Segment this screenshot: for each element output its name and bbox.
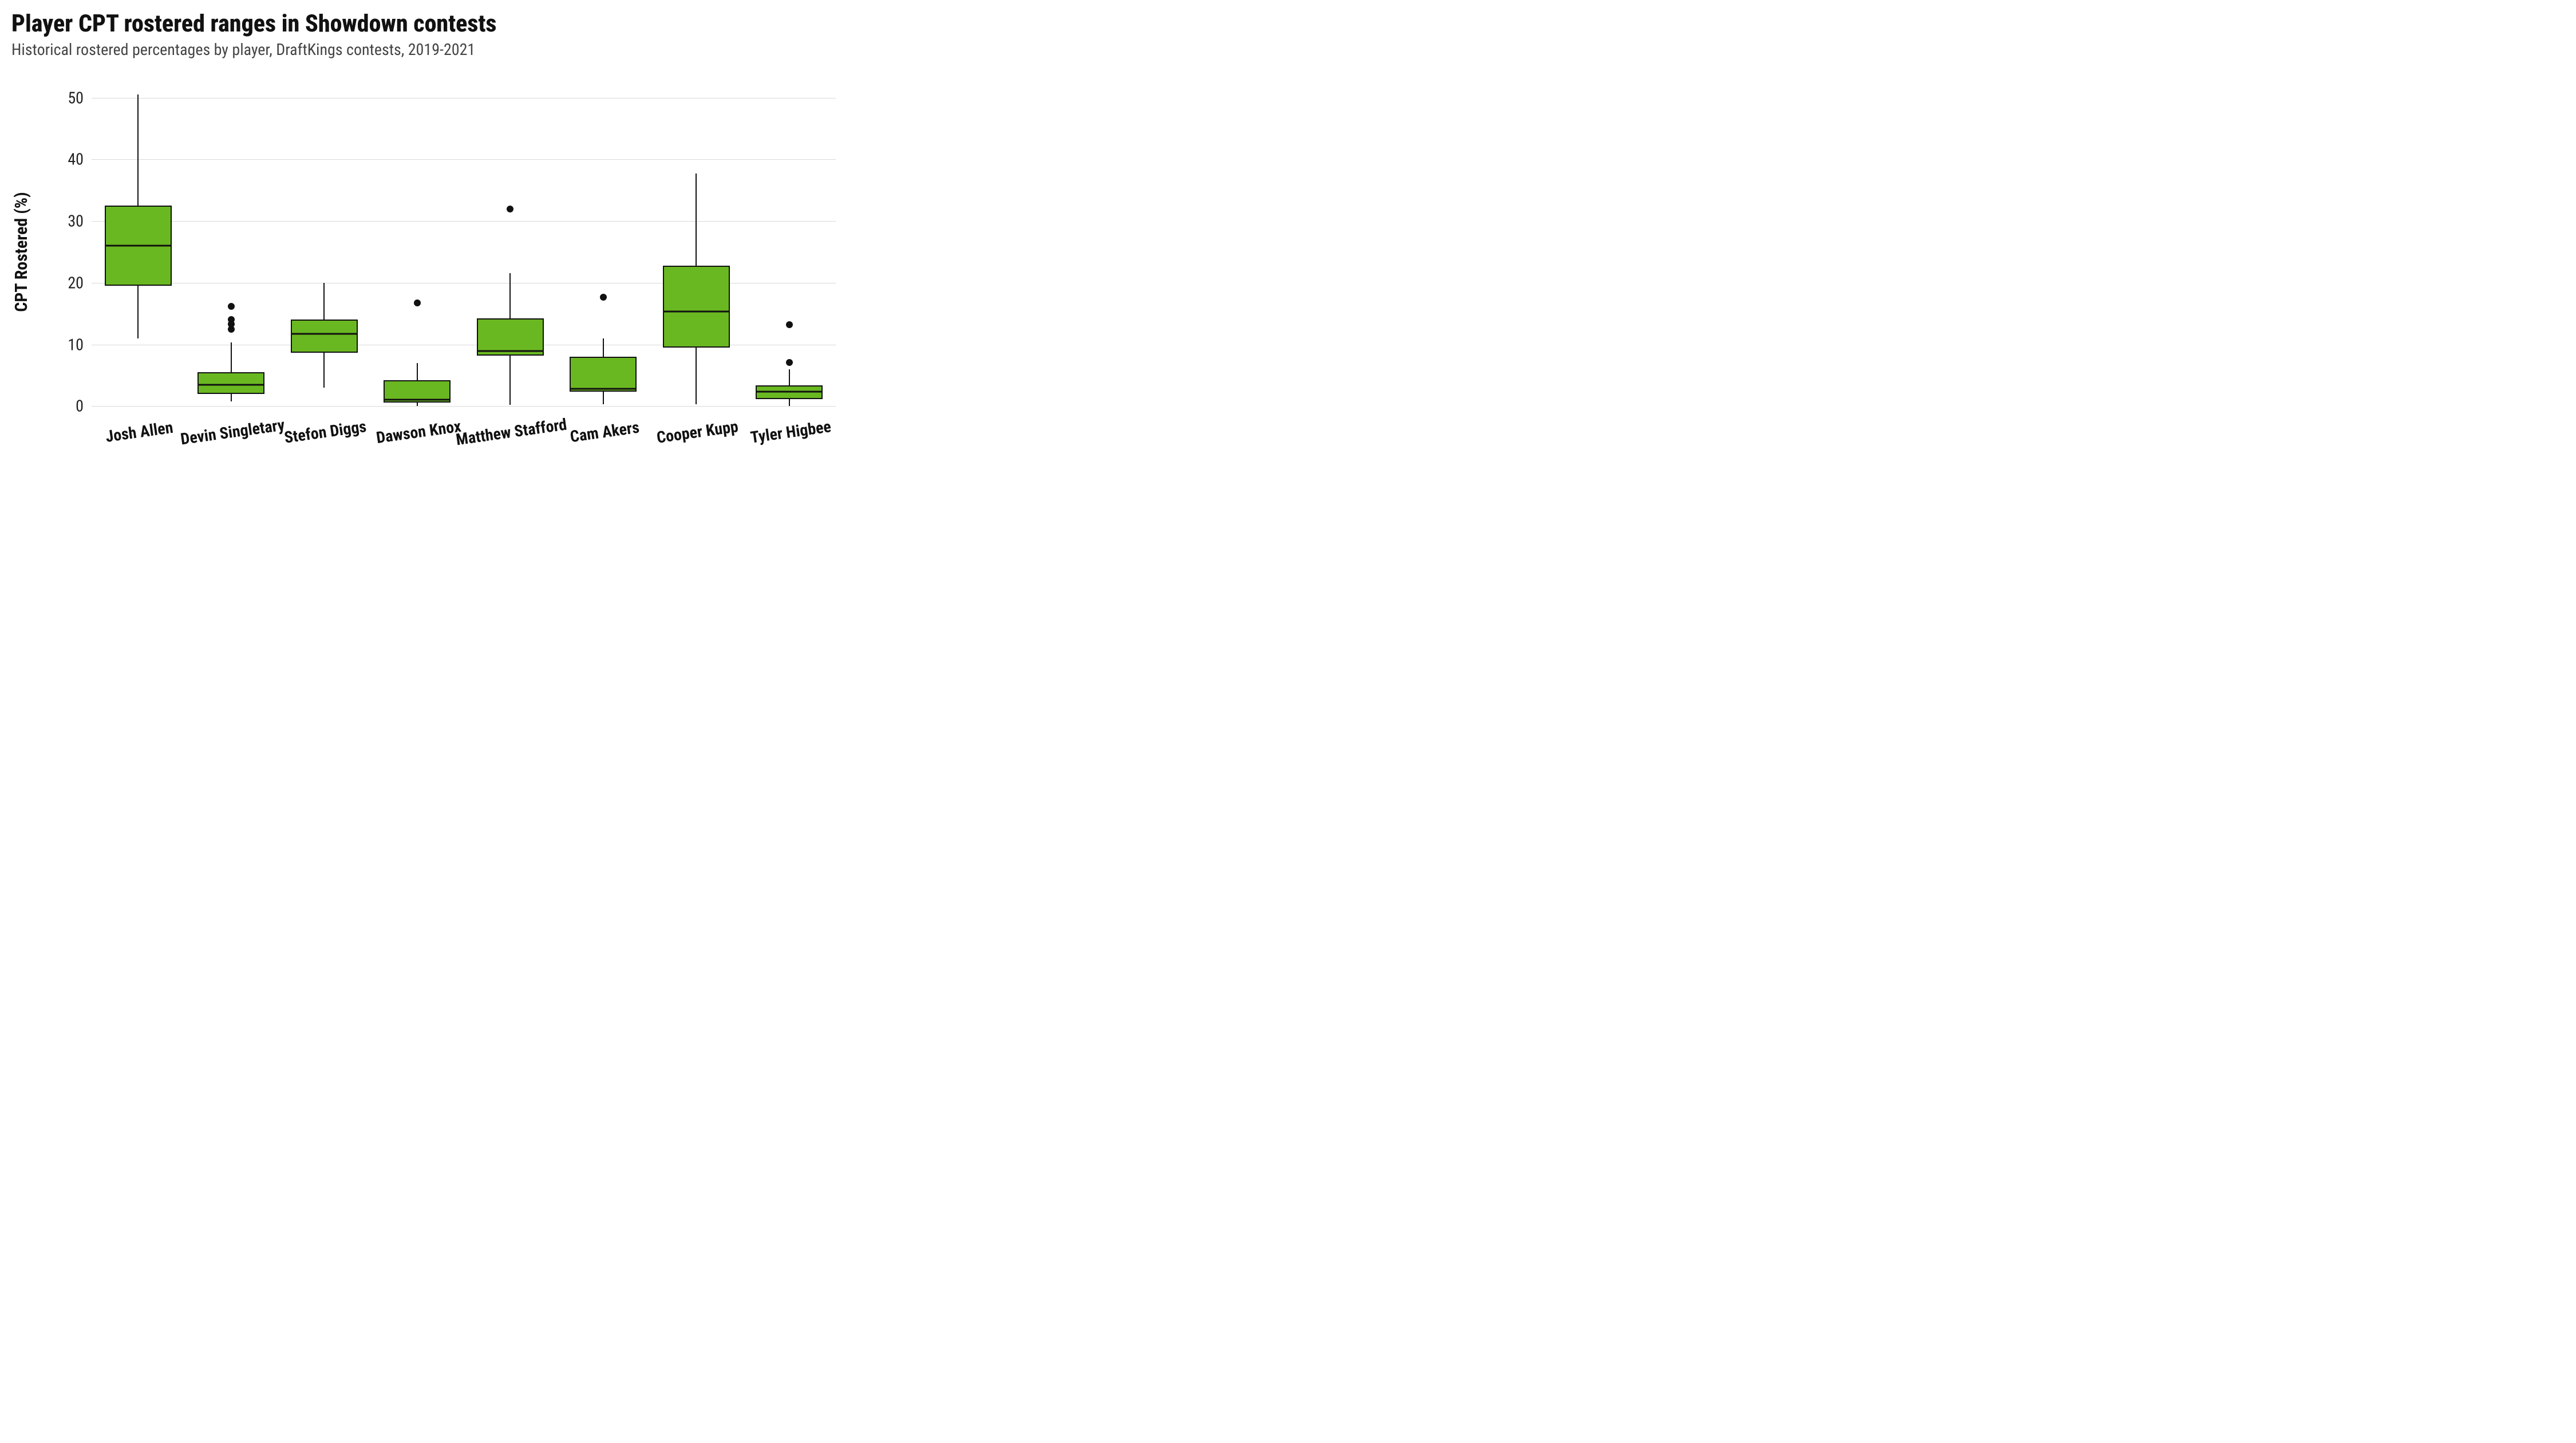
y-tick-label: 20 xyxy=(68,273,92,292)
chart-title: Player CPT rostered ranges in Showdown c… xyxy=(11,11,847,37)
plot-area: CPT Rostered (%) 01020304050Josh AllenDe… xyxy=(92,92,836,412)
outlier-point xyxy=(414,299,421,306)
chart-subtitle: Historical rostered percentages by playe… xyxy=(11,40,847,59)
boxplot-group: Cam Akers xyxy=(570,92,637,412)
median-line xyxy=(197,384,264,385)
x-tick-label: Josh Allen xyxy=(105,418,175,446)
outlier-point xyxy=(228,316,235,323)
median-line xyxy=(663,311,730,313)
x-tick-label: Devin Singletary xyxy=(179,415,286,448)
x-tick-label: Cam Akers xyxy=(569,418,641,447)
boxplot-group: Josh Allen xyxy=(105,92,172,412)
outlier-point xyxy=(600,294,607,301)
boxplot-group: Devin Singletary xyxy=(197,92,264,412)
median-line xyxy=(477,350,544,352)
x-tick-label: Stefon Diggs xyxy=(283,417,368,447)
x-tick-label: Tyler Higbee xyxy=(749,417,832,447)
median-line xyxy=(384,399,451,401)
y-tick-label: 0 xyxy=(76,397,92,416)
boxplot-group: Dawson Knox xyxy=(384,92,451,412)
boxplot-group: Stefon Diggs xyxy=(291,92,358,412)
outlier-point xyxy=(786,321,793,328)
median-line xyxy=(570,388,637,390)
iqr-box xyxy=(570,357,637,392)
y-tick-label: 10 xyxy=(68,335,92,354)
y-tick-label: 50 xyxy=(68,88,92,107)
median-line xyxy=(291,333,358,335)
y-axis-label: CPT Rostered (%) xyxy=(11,192,31,312)
x-tick-label: Cooper Kupp xyxy=(655,417,740,447)
y-tick-label: 40 xyxy=(68,150,92,169)
boxplot-group: Matthew Stafford xyxy=(477,92,544,412)
outlier-point xyxy=(507,206,513,212)
chart-container: Player CPT rostered ranges in Showdown c… xyxy=(0,0,859,481)
iqr-box xyxy=(197,372,264,394)
boxplot-group: Tyler Higbee xyxy=(756,92,823,412)
outlier-point xyxy=(228,303,235,310)
x-tick-label: Matthew Stafford xyxy=(455,415,568,449)
y-tick-label: 30 xyxy=(68,212,92,231)
boxplot-group: Cooper Kupp xyxy=(663,92,730,412)
x-tick-label: Dawson Knox xyxy=(375,417,462,447)
median-line xyxy=(756,391,823,393)
iqr-box xyxy=(663,266,730,348)
iqr-box xyxy=(291,320,358,352)
median-line xyxy=(105,245,172,247)
outlier-point xyxy=(786,359,793,366)
